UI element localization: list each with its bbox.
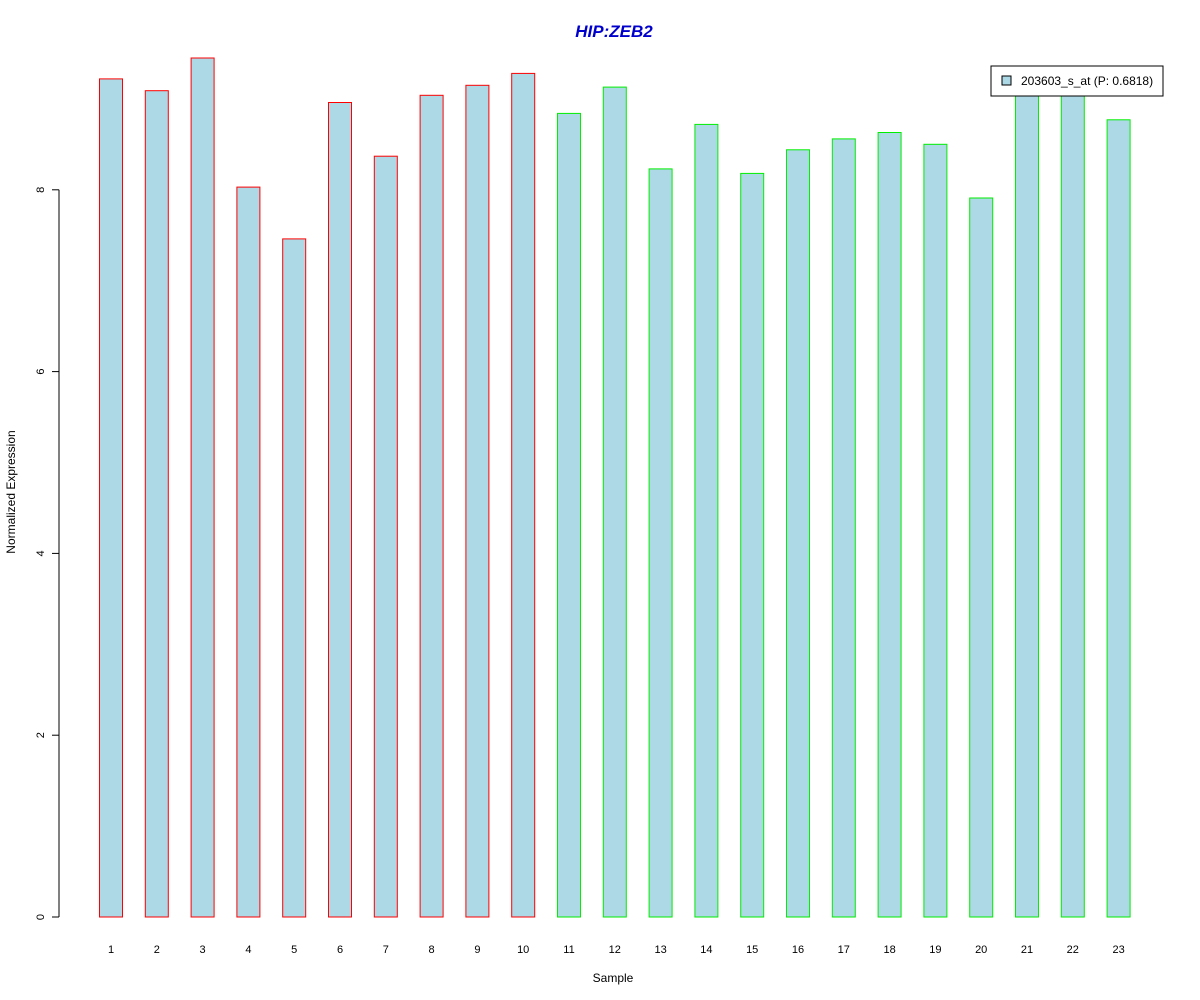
bar-sample-1 <box>99 78 123 918</box>
bars-layer <box>99 57 1131 918</box>
bar-sample-20 <box>969 197 994 918</box>
x-tick-label: 17 <box>838 944 850 956</box>
x-tick-label: 3 <box>200 944 206 956</box>
y-tick-label: 2 <box>35 732 47 738</box>
x-tick-label: 23 <box>1112 944 1124 956</box>
bar-sample-8 <box>419 94 444 918</box>
y-tick-label: 6 <box>35 369 47 375</box>
x-tick-label: 4 <box>245 944 251 956</box>
x-tick-label: 20 <box>975 944 987 956</box>
x-tick-label: 12 <box>609 944 621 956</box>
x-tick-label: 8 <box>429 944 435 956</box>
bar-sample-18 <box>877 132 902 918</box>
x-axis-label: Sample <box>593 971 634 985</box>
bar-sample-21 <box>1015 91 1039 918</box>
y-axis-label: Normalized Expression <box>4 430 18 553</box>
legend-series-label: 203603_s_at (P: 0.6818) <box>1021 74 1153 88</box>
y-tick-label: 4 <box>35 550 47 556</box>
x-tick-label: 18 <box>883 944 895 956</box>
x-axis-labels: 1 2 3 4 5 6 7 8 9 10 11 12 13 14 15 16 17 18 19 20 21 22 23 <box>108 944 1125 956</box>
bar-sample-17 <box>831 138 856 918</box>
x-tick-label: 15 <box>746 944 758 956</box>
x-tick-label: 5 <box>291 944 297 956</box>
bar-sample-7 <box>373 155 398 918</box>
bar-sample-14 <box>694 123 719 918</box>
bar-sample-4 <box>236 186 261 918</box>
bar-sample-10 <box>511 72 536 918</box>
y-tick-label: 8 <box>35 187 47 193</box>
bar-sample-19 <box>923 143 948 918</box>
bar-sample-12 <box>602 86 627 918</box>
x-tick-label: 1 <box>108 944 114 956</box>
bar-sample-3 <box>190 57 215 918</box>
bar-sample-2 <box>144 90 169 918</box>
bar-sample-9 <box>465 84 490 918</box>
legend: 203603_s_at (P: 0.6818) <box>990 65 1164 97</box>
bar-sample-11 <box>557 112 581 918</box>
x-tick-label: 11 <box>563 944 574 956</box>
bar-sample-6 <box>328 102 352 918</box>
y-axis: 0 2 4 6 8 <box>35 187 60 920</box>
x-tick-label: 16 <box>792 944 804 956</box>
chart-title: HIP:ZEB2 <box>575 22 653 41</box>
x-tick-label: 14 <box>700 944 712 956</box>
bar-sample-13 <box>648 168 673 918</box>
x-tick-label: 9 <box>474 944 480 956</box>
bar-sample-22 <box>1060 89 1085 918</box>
x-tick-label: 7 <box>383 944 389 956</box>
bar-sample-23 <box>1106 119 1131 918</box>
x-tick-label: 13 <box>654 944 666 956</box>
x-tick-label: 22 <box>1067 944 1079 956</box>
bar-sample-5 <box>282 238 307 918</box>
x-tick-label: 19 <box>929 944 941 956</box>
x-tick-label: 6 <box>337 944 343 956</box>
x-tick-label: 21 <box>1021 944 1033 956</box>
x-tick-label: 10 <box>517 944 529 956</box>
bar-sample-16 <box>786 149 810 918</box>
legend-swatch <box>1001 75 1012 86</box>
y-tick-label: 0 <box>35 914 47 920</box>
bar-sample-15 <box>740 172 765 918</box>
legend-box <box>990 65 1164 97</box>
x-tick-label: 2 <box>154 944 160 956</box>
